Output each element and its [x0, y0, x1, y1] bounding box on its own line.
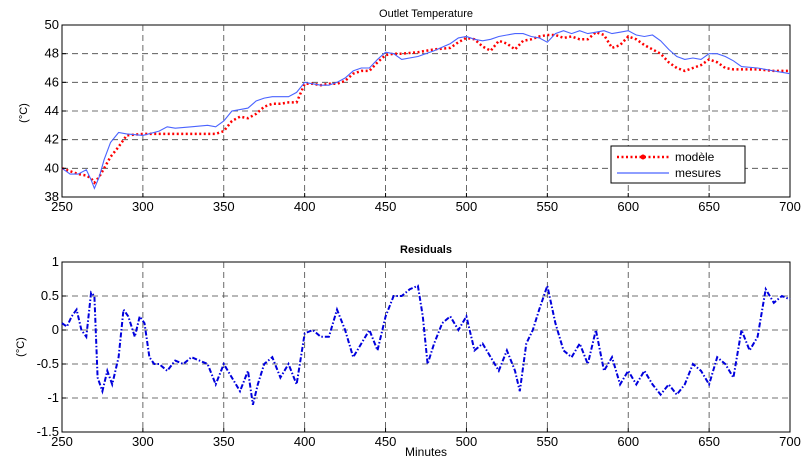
x-tick-label: 650 [698, 199, 720, 214]
legend-box [610, 145, 746, 184]
x-tick-label: 250 [51, 199, 73, 214]
x-tick-label: 700 [779, 199, 801, 214]
x-tick-label: 500 [456, 434, 478, 449]
y-tick-label: 1 [52, 254, 59, 269]
chart-title-top: Outlet Temperature [379, 8, 473, 20]
series-top [61, 30, 791, 190]
legend-marker-model [640, 154, 646, 160]
y-ticks-bottom: -1.5 -1 -0.5 0 0.5 1 [37, 254, 66, 439]
x-tick-label: 450 [375, 199, 397, 214]
x-tick-label: 300 [132, 199, 154, 214]
x-tick-label: 300 [132, 434, 154, 449]
legend-label-model: modèle [675, 150, 715, 164]
legend-label-measures: mesures [675, 166, 721, 180]
y-tick-label: -0.5 [37, 356, 59, 371]
x-tick-label: 700 [779, 434, 801, 449]
y-tick-label: 50 [45, 17, 59, 32]
y-tick-label: 48 [45, 46, 59, 61]
x-axis-label-bottom: Minutes [405, 445, 447, 459]
y-tick-label: 42 [45, 132, 59, 147]
chart-title-bottom: Residuals [400, 244, 452, 256]
y-tick-label: 40 [45, 160, 59, 175]
y-axis-label-top: (°C) [18, 103, 30, 123]
x-tick-label: 600 [617, 434, 639, 449]
y-tick-label: 0.5 [41, 288, 59, 303]
y-tick-label: -1.5 [37, 424, 59, 439]
plot-area-bottom [61, 261, 791, 433]
x-tick-label: 550 [536, 199, 558, 214]
x-tick-label: 350 [213, 434, 235, 449]
x-tick-label: 550 [536, 434, 558, 449]
y-tick-label: 46 [45, 74, 59, 89]
residuals-panel: 250 300 350 400 450 500 550 600 650 700 -1.5 -1 -0.… [15, 244, 801, 459]
y-tick-label: 38 [45, 189, 59, 204]
x-tick-label: 400 [294, 434, 316, 449]
y-axis-label-bottom: (°C) [15, 337, 27, 357]
series-bottom [61, 282, 791, 406]
y-tick-label: 0 [52, 322, 59, 337]
x-ticks-top: 250 300 350 400 450 500 550 600 650 700 [51, 193, 801, 214]
x-tick-label: 400 [294, 199, 316, 214]
legend: modèle mesures [610, 145, 746, 184]
x-tick-label: 350 [213, 199, 235, 214]
x-tick-label: 650 [698, 434, 720, 449]
x-tick-label: 500 [456, 199, 478, 214]
x-ticks-bottom: 250 300 350 400 450 500 550 600 650 700 [51, 428, 801, 449]
series-line-measures [61, 30, 791, 190]
y-ticks-top: 38 40 42 44 46 48 50 [45, 17, 66, 204]
y-tick-label: 44 [45, 103, 59, 118]
grid-bottom [62, 262, 790, 432]
series-line-residuals [61, 282, 791, 406]
x-tick-label: 450 [375, 434, 397, 449]
outlet-temperature-panel: 250 300 350 400 450 500 550 600 650 700 38 40 42 44 4… [18, 8, 801, 214]
x-tick-label: 600 [617, 199, 639, 214]
y-tick-label: -1 [47, 390, 59, 405]
x-tick-label: 250 [51, 434, 73, 449]
